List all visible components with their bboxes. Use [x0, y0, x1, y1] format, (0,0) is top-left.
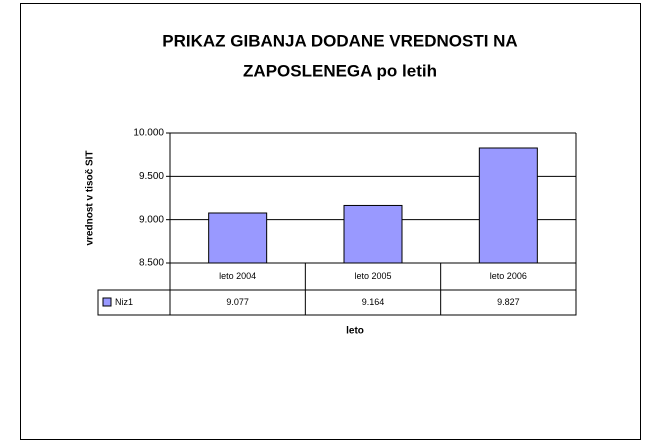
legend-label: Niz1: [115, 297, 133, 307]
y-tick-label: 8.500: [139, 258, 164, 269]
bar: [343, 204, 403, 264]
value-label: 9.077: [226, 297, 249, 307]
x-tick-label: leto 2004: [219, 271, 256, 281]
y-tick-label: 9.500: [139, 171, 164, 182]
x-tick-label: leto 2006: [490, 271, 527, 281]
legend-cell: [97, 289, 171, 316]
y-axis-label: vrednost v tisoč SIT: [85, 150, 96, 245]
value-label: 9.164: [362, 297, 385, 307]
x-axis-label: leto: [346, 326, 364, 337]
y-tick-label: 9.000: [139, 214, 164, 225]
y-tick-label: 10.000: [133, 128, 164, 139]
legend-key: [102, 297, 112, 307]
x-tick-label: leto 2005: [354, 271, 391, 281]
bar: [478, 147, 538, 264]
bar: [208, 212, 268, 264]
chart-title: PRIKAZ GIBANJA DODANE VREDNOSTI NA: [162, 31, 517, 50]
chart-title: ZAPOSLENEGA po letih: [243, 61, 437, 80]
value-label: 9.827: [497, 297, 520, 307]
